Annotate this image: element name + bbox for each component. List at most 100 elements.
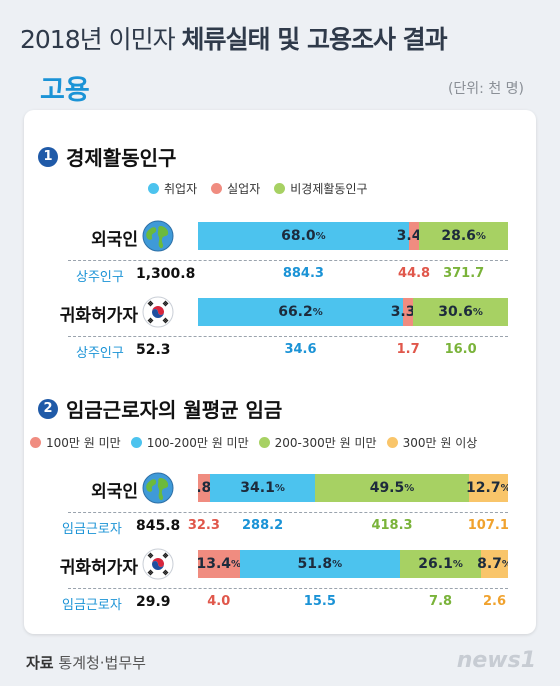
chart1-legend-dot xyxy=(211,183,223,194)
chart2-legend-label: 100만 원 미만 xyxy=(46,436,121,450)
chart2-bar-segment: 49.5% xyxy=(315,474,469,502)
chart1-count-value: 16.0 xyxy=(444,342,477,357)
chart1-legend-item: 실업자 xyxy=(211,180,260,197)
chart1-count-row: 상주인구 1,300.8 884.3 44.8 371.7 xyxy=(24,266,536,285)
chart1-count-row: 상주인구 52.3 34.6 1.7 16.0 xyxy=(24,342,536,361)
chart2-legend-item: 300만 원 이상 xyxy=(386,434,478,451)
chart1-bar-segment: 30.6% xyxy=(413,298,508,326)
row-divider xyxy=(68,336,508,337)
chart2-legend-dot xyxy=(130,437,142,448)
chart1-data-label: 68.0 xyxy=(281,228,316,244)
chart2-data-label: 3.8 xyxy=(198,480,212,496)
chart1-count-total: 1,300.8 xyxy=(136,266,196,282)
chart1-percent-sign: % xyxy=(472,306,483,318)
chart1-bar-segment: 3.3% xyxy=(391,298,426,326)
chart1-percent-sign: % xyxy=(312,306,323,318)
chart2-bar: 13.4%51.8%26.1%8.7% xyxy=(198,550,508,578)
chart2-legend: 100만 원 미만 100-200만 원 미만 200-300만 원 미만 300만 … xyxy=(30,434,477,451)
chart2-legend-label: 200-300만 원 미만 xyxy=(274,436,377,450)
chart2-count-value: 32.3 xyxy=(187,518,220,533)
chart1-count-value: 44.8 xyxy=(398,266,431,281)
news1-logo: news1 xyxy=(456,648,536,673)
chart2-category-label: 외국인 xyxy=(91,482,138,502)
chart1-bar: 68.0%3.4%28.6% xyxy=(198,222,508,250)
chart2-percent-sign: % xyxy=(501,483,508,494)
chart1-legend-dot xyxy=(274,183,286,194)
chart1-data-label: 28.6 xyxy=(441,228,476,244)
chart1-legend-label: 비경제활동인구 xyxy=(290,182,368,196)
chart2-data-label: 51.8 xyxy=(297,556,333,572)
chart2-count-value: 418.3 xyxy=(371,518,413,533)
chart1-bar-segment: 28.6% xyxy=(419,222,508,250)
chart2-bar-segment: 51.8% xyxy=(239,550,401,578)
chart2-percent-sign: % xyxy=(332,558,343,570)
chart2-title: 임금근로자의 월평균 임금 xyxy=(66,398,283,422)
chart1-legend-item: 취업자 xyxy=(148,180,197,197)
chart2-legend-dot xyxy=(258,437,270,448)
chart1-legend-label: 실업자 xyxy=(227,182,261,196)
chart2-legend-dot xyxy=(30,437,41,448)
chart2-percent-sign: % xyxy=(231,558,242,570)
globe-icon xyxy=(142,472,174,504)
chart2-count-value: 288.2 xyxy=(242,518,284,533)
chart2-legend-label: 100-200만 원 미만 xyxy=(146,436,249,450)
chart1-percent-sign: % xyxy=(315,230,326,242)
chart2-count-value: 15.5 xyxy=(303,594,336,609)
chart2-percent-sign: % xyxy=(502,559,508,570)
chart1-count-value: 371.7 xyxy=(443,266,485,281)
chart1-bar: 66.2%3.3%30.6% xyxy=(198,298,508,326)
chart1-percent-sign: % xyxy=(475,230,486,242)
chart1-bar-segment: 66.2% xyxy=(198,298,403,326)
chart1-count-label: 상주인구 xyxy=(76,346,124,361)
chart2-data-label: 26.1 xyxy=(418,556,453,572)
chart2-bar-segment: 3.8% xyxy=(198,474,221,502)
chart1-number-badge: 1 xyxy=(38,146,58,167)
chart2-count-value: 2.6 xyxy=(482,594,507,609)
korean-flag-icon xyxy=(142,296,174,328)
chart2-count-value: 107.1 xyxy=(467,518,509,533)
section-label: 고용 xyxy=(40,75,90,106)
chart2-count-value: 7.8 xyxy=(429,594,453,609)
chart1-legend-dot xyxy=(148,183,159,194)
globe-icon xyxy=(142,220,174,252)
chart1-data-label: 3.3 xyxy=(390,304,416,320)
chart2-bar: 3.8%34.1%49.5%12.7% xyxy=(198,474,508,502)
chart1-category-label: 귀화허가자 xyxy=(59,306,138,326)
source-text: 통계청·법무부 xyxy=(58,654,146,672)
chart2-title-row: 2 임금근로자의 월평균 임금 xyxy=(38,394,282,423)
chart2-percent-sign: % xyxy=(452,558,463,570)
chart2-legend-item: 200-300만 원 미만 xyxy=(258,434,377,451)
chart2-data-label: 8.7 xyxy=(477,556,502,572)
chart2-count-label: 임금근로자 xyxy=(62,522,122,537)
title-bold: 체류실태 및 고용조사 결과 xyxy=(181,25,448,54)
chart2-legend-label: 300만 원 이상 xyxy=(402,436,478,450)
chart1-count-value: 1.7 xyxy=(396,342,420,357)
chart2-legend-item: 100만 원 미만 xyxy=(30,434,121,451)
source-note: 자료 통계청·법무부 xyxy=(26,652,146,673)
chart2-category-label: 귀화허가자 xyxy=(59,558,138,578)
chart1-count-value: 884.3 xyxy=(282,266,324,281)
chart2-percent-sign: % xyxy=(404,482,415,494)
chart1-category-label: 외국인 xyxy=(91,230,138,250)
chart2-data-label: 34.1 xyxy=(240,480,275,496)
chart2-count-total: 845.8 xyxy=(136,518,181,534)
row-divider xyxy=(68,260,508,261)
chart1-count-total: 52.3 xyxy=(136,342,171,358)
chart2-data-label: 13.4 xyxy=(198,556,232,572)
chart1-legend-item: 비경제활동인구 xyxy=(274,180,368,197)
chart2-legend-item: 100-200만 원 미만 xyxy=(130,434,249,451)
title-light: 2018년 이민자 xyxy=(20,25,176,54)
chart1-data-label: 3.4 xyxy=(396,228,422,244)
chart2-count-label: 임금근로자 xyxy=(62,598,122,613)
chart2-count-total: 29.9 xyxy=(136,594,171,610)
chart1-bar-segment: 3.4% xyxy=(397,222,431,250)
chart2-bar-segment: 12.7% xyxy=(466,474,508,502)
chart-card: 1 경제활동인구 취업자 실업자 비경제활동인구 2 임금근로자의 월평균 임금 1… xyxy=(24,110,536,634)
chart1-count-value: 34.6 xyxy=(284,342,317,357)
chart1-bar-segment: 68.0% xyxy=(198,222,409,250)
chart1-count-label: 상주인구 xyxy=(76,270,124,285)
chart2-count-value: 4.0 xyxy=(207,594,231,609)
row-divider xyxy=(68,588,508,589)
chart2-bar-segment: 26.1% xyxy=(400,550,482,578)
source-label: 자료 xyxy=(26,654,54,672)
